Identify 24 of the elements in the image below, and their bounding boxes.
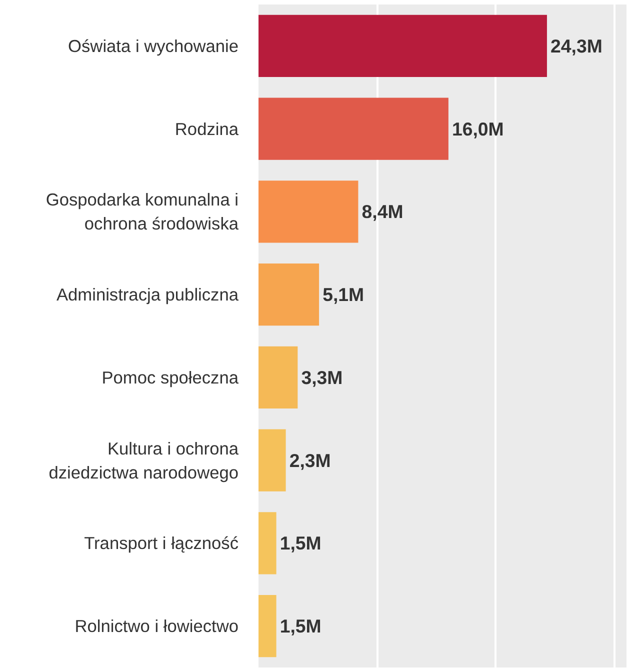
y-tick-label: Gospodarka komunalna i ochrona środowiska — [46, 190, 239, 234]
y-tick-label: Administracja publiczna — [56, 284, 239, 305]
bar — [258, 346, 298, 409]
data-label: 1,5M — [280, 616, 322, 637]
y-tick-label: Kultura i ochrona dziedzictwa narodowego — [48, 438, 239, 482]
data-label: 5,1M — [322, 284, 364, 306]
data-label: 16,0M — [452, 118, 504, 140]
y-tick-label: Oświata i wychowanie — [68, 36, 239, 56]
y-tick-label: Transport i łączność — [84, 533, 239, 554]
bar — [258, 594, 276, 658]
y-tick-label: Rodzina — [174, 118, 239, 139]
bar — [258, 14, 547, 78]
bar — [258, 263, 320, 326]
data-label: 3,3M — [301, 366, 343, 388]
data-label: 2,3M — [289, 450, 331, 471]
bar — [258, 429, 286, 492]
bar — [258, 180, 358, 243]
y-tick-label: Pomoc społeczna — [102, 367, 239, 388]
data-label: 1,5M — [280, 532, 322, 554]
y-tick-label: Rolnictwo i łowiectwo — [74, 616, 239, 636]
bar — [258, 98, 448, 160]
bar — [258, 512, 276, 574]
data-label: 8,4M — [362, 201, 404, 222]
data-label: 24,3M — [550, 35, 602, 56]
